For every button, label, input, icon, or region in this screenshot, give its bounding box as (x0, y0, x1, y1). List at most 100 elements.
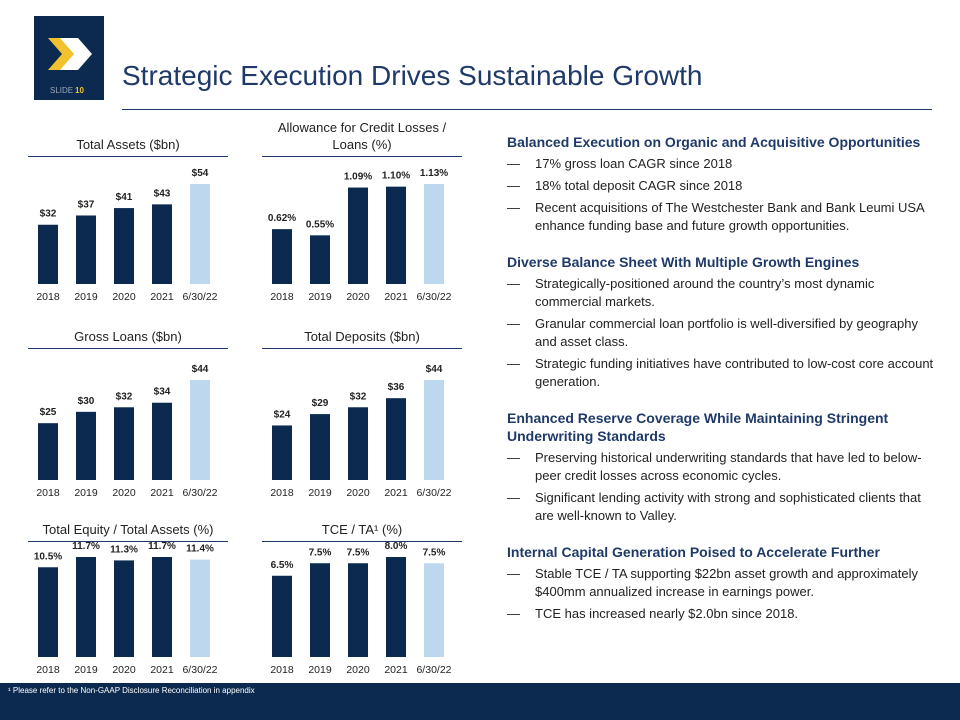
footer-band (0, 683, 960, 720)
x-tick-label: 2018 (36, 291, 60, 303)
title-rule (122, 109, 932, 110)
bullet-dash: — (507, 156, 520, 171)
bullet: — Granular commercial loan portfolio is w… (507, 315, 942, 351)
bar (190, 184, 210, 284)
x-tick-label: 2020 (112, 291, 136, 303)
x-tick-label: 2019 (74, 664, 98, 676)
bar (310, 414, 330, 480)
bar (272, 229, 292, 284)
x-tick-label: 2020 (112, 664, 136, 676)
x-tick-label: 2021 (384, 487, 408, 499)
slide-title: Strategic Execution Drives Sustainable G… (122, 60, 703, 91)
value-label: $25 (40, 407, 57, 418)
bar (38, 423, 58, 480)
bullet-dash: — (507, 450, 520, 465)
bullet: — Strategically-positioned around the cou… (507, 275, 942, 311)
bar (190, 380, 210, 480)
bar (114, 407, 134, 480)
bar (272, 575, 292, 657)
value-label: 7.5% (309, 547, 332, 558)
bullet-text: Stable TCE / TA supporting $22bn asset g… (535, 566, 919, 599)
bullet-dash: — (507, 316, 520, 331)
x-tick-label: 2018 (270, 487, 294, 499)
value-label: $36 (388, 382, 405, 393)
value-label: 0.62% (268, 213, 296, 224)
bar (348, 187, 368, 284)
value-label: $44 (192, 364, 209, 375)
bullet-dash: — (507, 566, 520, 581)
text-panel: Balanced Execution on Organic and Acquis… (507, 133, 942, 641)
bar (424, 380, 444, 480)
section-heading: Balanced Execution on Organic and Acquis… (507, 134, 921, 150)
x-tick-label: 6/30/22 (416, 291, 451, 303)
x-tick-label: 2019 (74, 487, 98, 499)
bar (386, 186, 406, 284)
value-label: 11.4% (186, 544, 214, 555)
bullet-dash: — (507, 356, 520, 371)
x-tick-label: 2018 (270, 291, 294, 303)
bar (114, 208, 134, 284)
bar (76, 215, 96, 284)
bullet-dash: — (507, 490, 520, 505)
bullet-text: Granular commercial loan portfolio is we… (535, 316, 918, 349)
x-tick-label: 2021 (150, 664, 174, 676)
chart-title: TCE / TA¹ (%) (262, 498, 462, 542)
chart-title: Total Assets ($bn) (28, 113, 228, 157)
value-label: $32 (116, 391, 133, 402)
x-tick-label: 2019 (74, 291, 98, 303)
bar (424, 184, 444, 284)
bullet-text: Strategic funding initiatives have contr… (535, 356, 934, 389)
value-label: $24 (274, 409, 291, 420)
x-tick-label: 6/30/22 (182, 664, 217, 676)
bullet-text: Significant lending activity with strong… (535, 490, 921, 523)
value-label: 11.7% (72, 541, 100, 552)
bullet-dash: — (507, 606, 520, 621)
chart-title: Total Equity / Total Assets (%) (28, 498, 228, 542)
bar (152, 204, 172, 284)
bullet: — Preserving historical underwriting stan… (507, 449, 942, 485)
bullet: — TCE has increased nearly $2.0bn since 2… (507, 605, 942, 623)
bar-charts: $32 2018 $37 2019 $41 2020 $43 2021 $54 6/30/22 0.… (34, 168, 452, 676)
x-tick-label: 2021 (150, 487, 174, 499)
bullet-text: Recent acquisitions of The Westchester B… (535, 200, 925, 233)
bullet: — Strategic funding initiatives have cont… (507, 355, 942, 391)
footnote: ¹ Please refer to the Non-GAAP Disclosur… (8, 686, 255, 695)
slide-label: SLIDE (50, 86, 73, 95)
value-label: $43 (154, 188, 171, 199)
value-label: 1.10% (382, 171, 410, 182)
bullet: — 18% total deposit CAGR since 2018 (507, 177, 942, 195)
logo-chevron (60, 38, 92, 70)
section: Balanced Execution on Organic and Acquis… (507, 133, 942, 235)
value-label: $32 (350, 391, 367, 402)
x-tick-label: 2021 (384, 664, 408, 676)
bullet-text: TCE has increased nearly $2.0bn since 20… (535, 606, 799, 621)
x-tick-label: 2021 (384, 291, 408, 303)
x-tick-label: 2018 (36, 487, 60, 499)
value-label: 11.7% (148, 541, 176, 552)
bullet-text: Strategically-positioned around the coun… (535, 276, 875, 309)
bullet-dash: — (507, 200, 520, 215)
chart-title: Total Deposits ($bn) (262, 305, 462, 349)
x-tick-label: 2020 (346, 487, 370, 499)
chart-title: Gross Loans ($bn) (28, 305, 228, 349)
bar (310, 563, 330, 657)
x-tick-label: 2020 (346, 664, 370, 676)
x-tick-label: 6/30/22 (416, 487, 451, 499)
chart-title: Allowance for Credit Losses / Loans (%) (262, 113, 462, 157)
value-label: $54 (192, 168, 209, 179)
bar (310, 235, 330, 284)
bar (152, 557, 172, 657)
bullet-text: 17% gross loan CAGR since 2018 (535, 156, 733, 171)
bar (386, 398, 406, 480)
x-tick-label: 6/30/22 (182, 291, 217, 303)
value-label: 7.5% (423, 547, 446, 558)
value-label: $37 (78, 199, 95, 210)
value-label: $34 (154, 387, 171, 398)
value-label: $29 (312, 398, 329, 409)
section: Diverse Balance Sheet With Multiple Grow… (507, 253, 942, 391)
bullet: — Significant lending activity with stron… (507, 489, 942, 525)
bullet-dash: — (507, 178, 520, 193)
x-tick-label: 2018 (36, 664, 60, 676)
value-label: 7.5% (347, 547, 370, 558)
